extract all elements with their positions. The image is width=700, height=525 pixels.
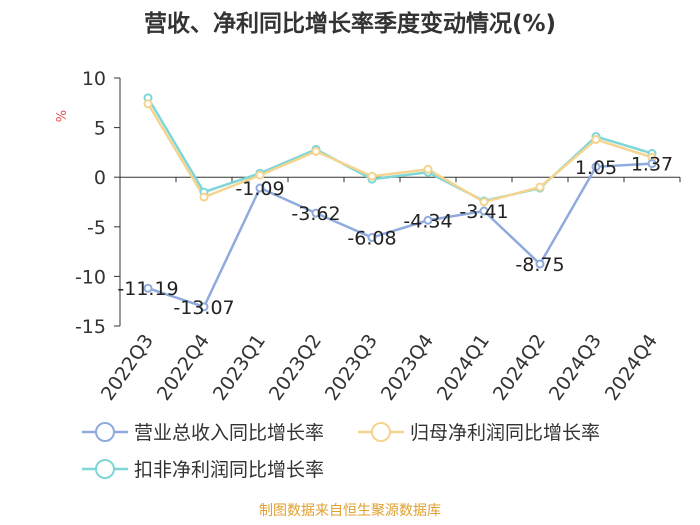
series-0-point: [423, 215, 433, 225]
series-0-point: [479, 206, 489, 216]
data-label: 1.05: [575, 157, 617, 179]
legend-swatch-marker-0: [95, 422, 115, 442]
y-tick-label: 5: [94, 118, 106, 140]
data-label: -11.19: [117, 278, 178, 300]
data-label: -3.62: [291, 203, 340, 225]
series-1-point: [479, 197, 489, 207]
chart-title: 营收、净利同比增长率季度变动情况(%): [143, 11, 557, 37]
series-line-0: [147, 162, 653, 309]
y-tick-label: 10: [82, 68, 106, 90]
series-1-point: [255, 170, 265, 180]
x-tick-label: 2024Q2: [489, 330, 550, 404]
data-label: -6.08: [347, 228, 396, 250]
x-tick-label: 2024Q3: [545, 330, 606, 404]
data-label: -13.07: [173, 297, 234, 319]
series-1-point: [367, 171, 377, 181]
series-0-point: [647, 159, 657, 169]
legend-label-1: 归母净利润同比增长率: [410, 422, 600, 444]
series-0-point: [311, 208, 321, 218]
y-tick-label: 0: [94, 167, 106, 189]
data-label: -8.75: [515, 254, 564, 276]
data-label: -1.09: [235, 178, 284, 200]
series-0-point: [591, 162, 601, 172]
data-label: 1.37: [631, 154, 673, 176]
y-axis-label: %: [55, 110, 70, 122]
series-1-point: [591, 135, 601, 145]
x-tick-label: 2023Q2: [265, 330, 326, 404]
data-label: -3.41: [459, 201, 508, 223]
legend-label-2: 扣非净利润同比增长率: [134, 459, 324, 481]
x-tick-label: 2024Q4: [601, 330, 662, 404]
x-tick-label: 2023Q3: [321, 330, 382, 404]
y-tick-label: -15: [75, 316, 106, 338]
series-0-point: [143, 283, 153, 293]
source-footer: 制图数据来自恒生聚源数据库: [259, 503, 441, 519]
series-points: [143, 93, 657, 312]
legend-swatch-marker-2: [95, 459, 115, 479]
series-0-point: [255, 183, 265, 193]
x-tick-label: 2022Q4: [153, 330, 214, 404]
series-1-point: [311, 146, 321, 156]
series-lines: [146, 97, 653, 309]
series-line-1: [146, 103, 653, 204]
x-tick-label: 2023Q4: [377, 330, 438, 404]
series-line-2: [146, 97, 653, 203]
legend-swatch-marker-1: [371, 422, 391, 442]
series-1-point: [199, 192, 209, 202]
x-tick-label: 2023Q1: [209, 330, 270, 404]
data-labels: -11.19-13.07 -1.09 -3.62 -6.08 -4.34 -3.41 -8.…: [117, 154, 673, 319]
x-tick-label: 2022Q3: [97, 330, 158, 404]
legend-label-0: 营业总收入同比增长率: [134, 422, 324, 444]
y-tick-label: -5: [87, 217, 106, 239]
series-0-point: [367, 233, 377, 243]
y-tick-label: -10: [75, 266, 106, 288]
series-1-point: [535, 182, 545, 192]
series-0-point: [535, 259, 545, 269]
x-tick-label: 2024Q1: [433, 330, 494, 404]
series-0-point: [199, 302, 209, 312]
series-1-point: [423, 164, 433, 174]
series-1-point: [143, 99, 153, 109]
data-label: -4.34: [403, 210, 452, 232]
